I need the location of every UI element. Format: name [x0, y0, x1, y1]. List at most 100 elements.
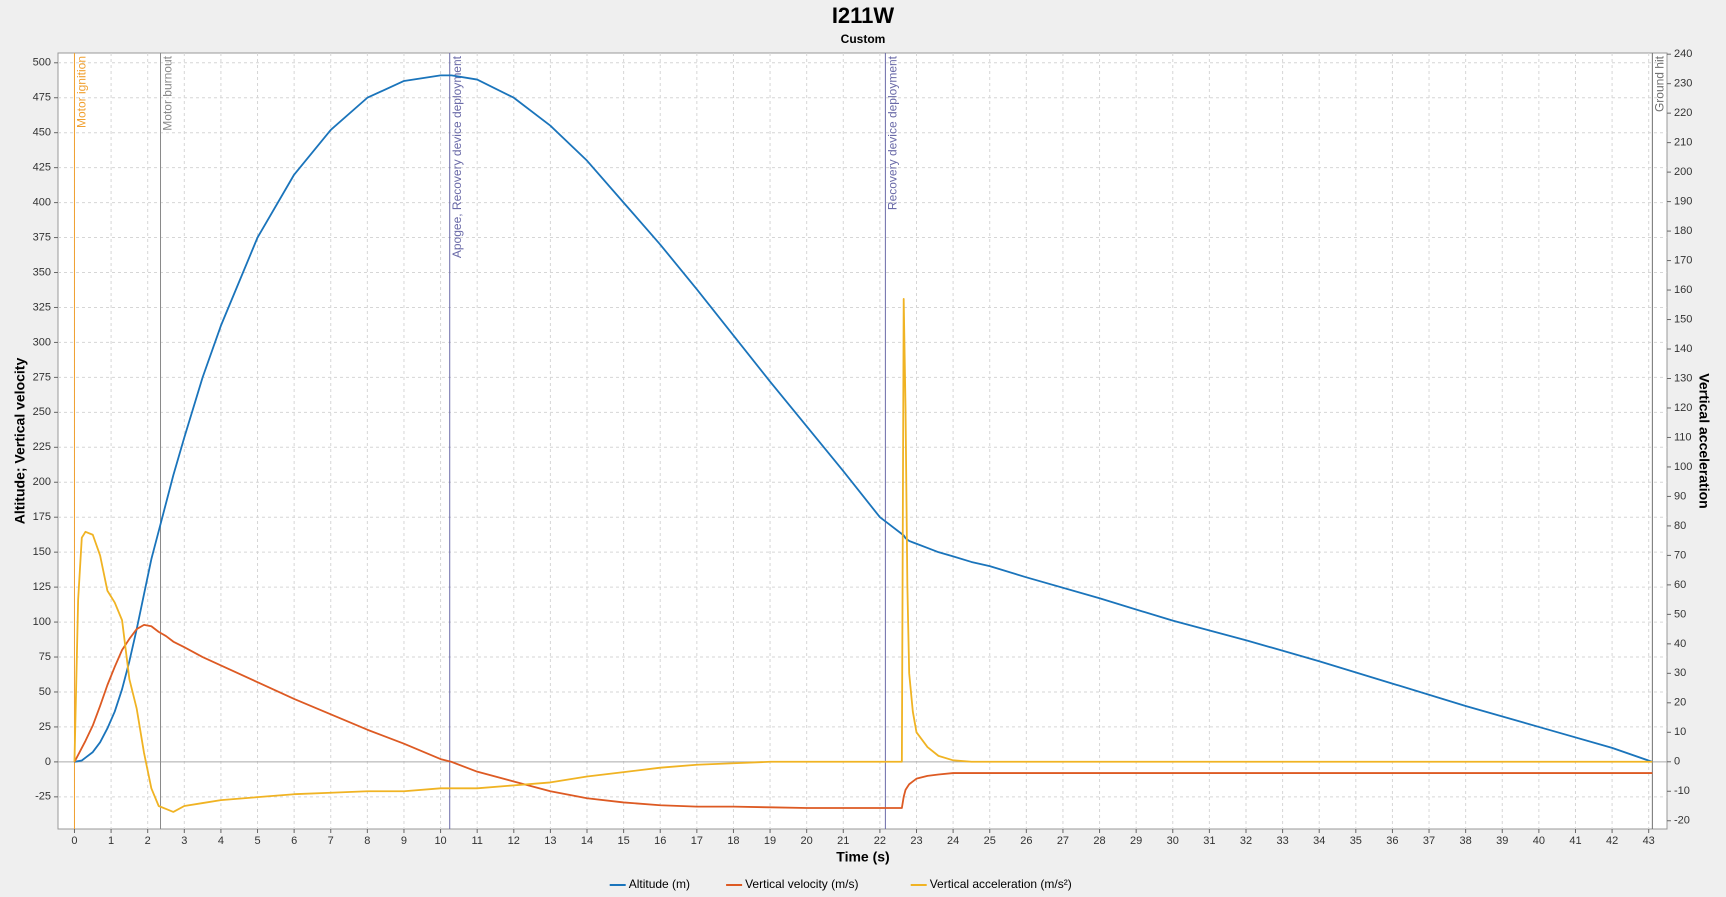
y-tick-label: 450	[33, 127, 51, 139]
x-tick-label: 38	[1460, 835, 1472, 847]
series-line	[73, 297, 1653, 813]
x-tick-label: 12	[508, 835, 520, 847]
y-tick-label: 250	[33, 406, 51, 418]
x-tick-label: 39	[1496, 835, 1508, 847]
x-tick-label: 16	[654, 835, 666, 847]
y2-tick-label: 190	[1674, 196, 1692, 208]
y2-tick-label: 220	[1674, 107, 1692, 119]
x-tick-label: 18	[727, 835, 739, 847]
event-label: Motor burnout	[161, 55, 175, 130]
x-tick-label: 23	[910, 835, 922, 847]
y-tick-label: 100	[33, 616, 51, 628]
chart-subtitle: Custom	[841, 32, 886, 46]
x-tick-label: 34	[1313, 835, 1325, 847]
x-tick-label: 40	[1533, 835, 1545, 847]
x-tick-label: 8	[364, 835, 370, 847]
y2-tick-label: 10	[1674, 726, 1686, 738]
y2-tick-label: 80	[1674, 520, 1686, 532]
y2-tick-label: 240	[1674, 48, 1692, 60]
y2-tick-label: 90	[1674, 490, 1686, 502]
y-tick-label: 0	[45, 756, 51, 768]
y-tick-label: 75	[39, 651, 51, 663]
x-tick-label: 32	[1240, 835, 1252, 847]
y2-tick-label: 150	[1674, 313, 1692, 325]
legend-label: Vertical velocity (m/s)	[745, 877, 858, 891]
legend-label: Altitude (m)	[629, 877, 690, 891]
y-tick-label: 25	[39, 721, 51, 733]
y-tick-label: 275	[33, 371, 51, 383]
event-label: Motor ignition	[75, 56, 89, 128]
x-tick-label: 13	[544, 835, 556, 847]
y2-tick-label: 50	[1674, 608, 1686, 620]
y-axis-title: Altitude; Vertical velocity	[12, 358, 28, 525]
y-tick-label: 425	[33, 162, 51, 174]
y2-tick-label: 180	[1674, 225, 1692, 237]
y2-tick-label: -10	[1674, 785, 1690, 797]
y-tick-label: 500	[33, 57, 51, 69]
x-tick-label: 14	[581, 835, 593, 847]
x-tick-label: 0	[71, 835, 77, 847]
x-tick-label: 41	[1569, 835, 1581, 847]
y2-tick-label: 120	[1674, 402, 1692, 414]
x-tick-label: 27	[1057, 835, 1069, 847]
y-tick-label: 50	[39, 686, 51, 698]
y-tick-label: 300	[33, 336, 51, 348]
x-tick-label: 37	[1423, 835, 1435, 847]
y2-tick-label: 200	[1674, 166, 1692, 178]
y-tick-label: 175	[33, 511, 51, 523]
y2-tick-label: 210	[1674, 137, 1692, 149]
x-tick-label: 5	[254, 835, 260, 847]
plot-area	[57, 52, 1668, 830]
x-tick-label: 10	[434, 835, 446, 847]
x-tick-label: 9	[401, 835, 407, 847]
x-tick-label: 17	[691, 835, 703, 847]
x-tick-label: 19	[764, 835, 776, 847]
y2-tick-label: 30	[1674, 667, 1686, 679]
x-tick-label: 3	[181, 835, 187, 847]
x-tick-label: 22	[874, 835, 886, 847]
y-tick-label: -25	[35, 791, 51, 803]
y2-tick-label: 140	[1674, 343, 1692, 355]
series-line	[73, 623, 1653, 809]
y2-tick-label: -20	[1674, 815, 1690, 827]
y-tick-label: 400	[33, 197, 51, 209]
y2-tick-label: 170	[1674, 254, 1692, 266]
y2-tick-label: 100	[1674, 461, 1692, 473]
x-tick-label: 15	[617, 835, 629, 847]
y-tick-label: 375	[33, 231, 51, 243]
x-tick-label: 7	[328, 835, 334, 847]
y-tick-label: 475	[33, 92, 51, 104]
y-tick-label: 200	[33, 476, 51, 488]
x-axis-title: Time (s)	[836, 849, 889, 865]
y-tick-label: 325	[33, 301, 51, 313]
event-label: Apogee, Recovery device deployment	[450, 55, 464, 258]
y2-tick-label: 60	[1674, 579, 1686, 591]
x-tick-label: 2	[145, 835, 151, 847]
y-tick-label: 225	[33, 441, 51, 453]
x-tick-label: 35	[1350, 835, 1362, 847]
event-label: Ground hit	[1653, 55, 1667, 112]
x-tick-label: 25	[984, 835, 996, 847]
x-tick-label: 28	[1093, 835, 1105, 847]
event-label: Recovery device deployment	[886, 55, 900, 210]
y-tick-label: 150	[33, 546, 51, 558]
y2-tick-label: 20	[1674, 697, 1686, 709]
y2-tick-label: 160	[1674, 284, 1692, 296]
x-tick-label: 36	[1386, 835, 1398, 847]
y-tick-label: 125	[33, 581, 51, 593]
x-tick-label: 30	[1167, 835, 1179, 847]
y2-axis-title: Vertical acceleration	[1696, 373, 1712, 508]
x-tick-label: 1	[108, 835, 114, 847]
y2-tick-label: 40	[1674, 638, 1686, 650]
y2-tick-label: 230	[1674, 78, 1692, 90]
x-tick-label: 29	[1130, 835, 1142, 847]
y-tick-label: 350	[33, 266, 51, 278]
x-tick-label: 11	[471, 835, 482, 847]
x-tick-label: 33	[1276, 835, 1288, 847]
y2-tick-label: 130	[1674, 372, 1692, 384]
x-tick-label: 42	[1606, 835, 1618, 847]
y2-tick-label: 70	[1674, 549, 1686, 561]
y2-tick-label: 0	[1674, 756, 1680, 768]
